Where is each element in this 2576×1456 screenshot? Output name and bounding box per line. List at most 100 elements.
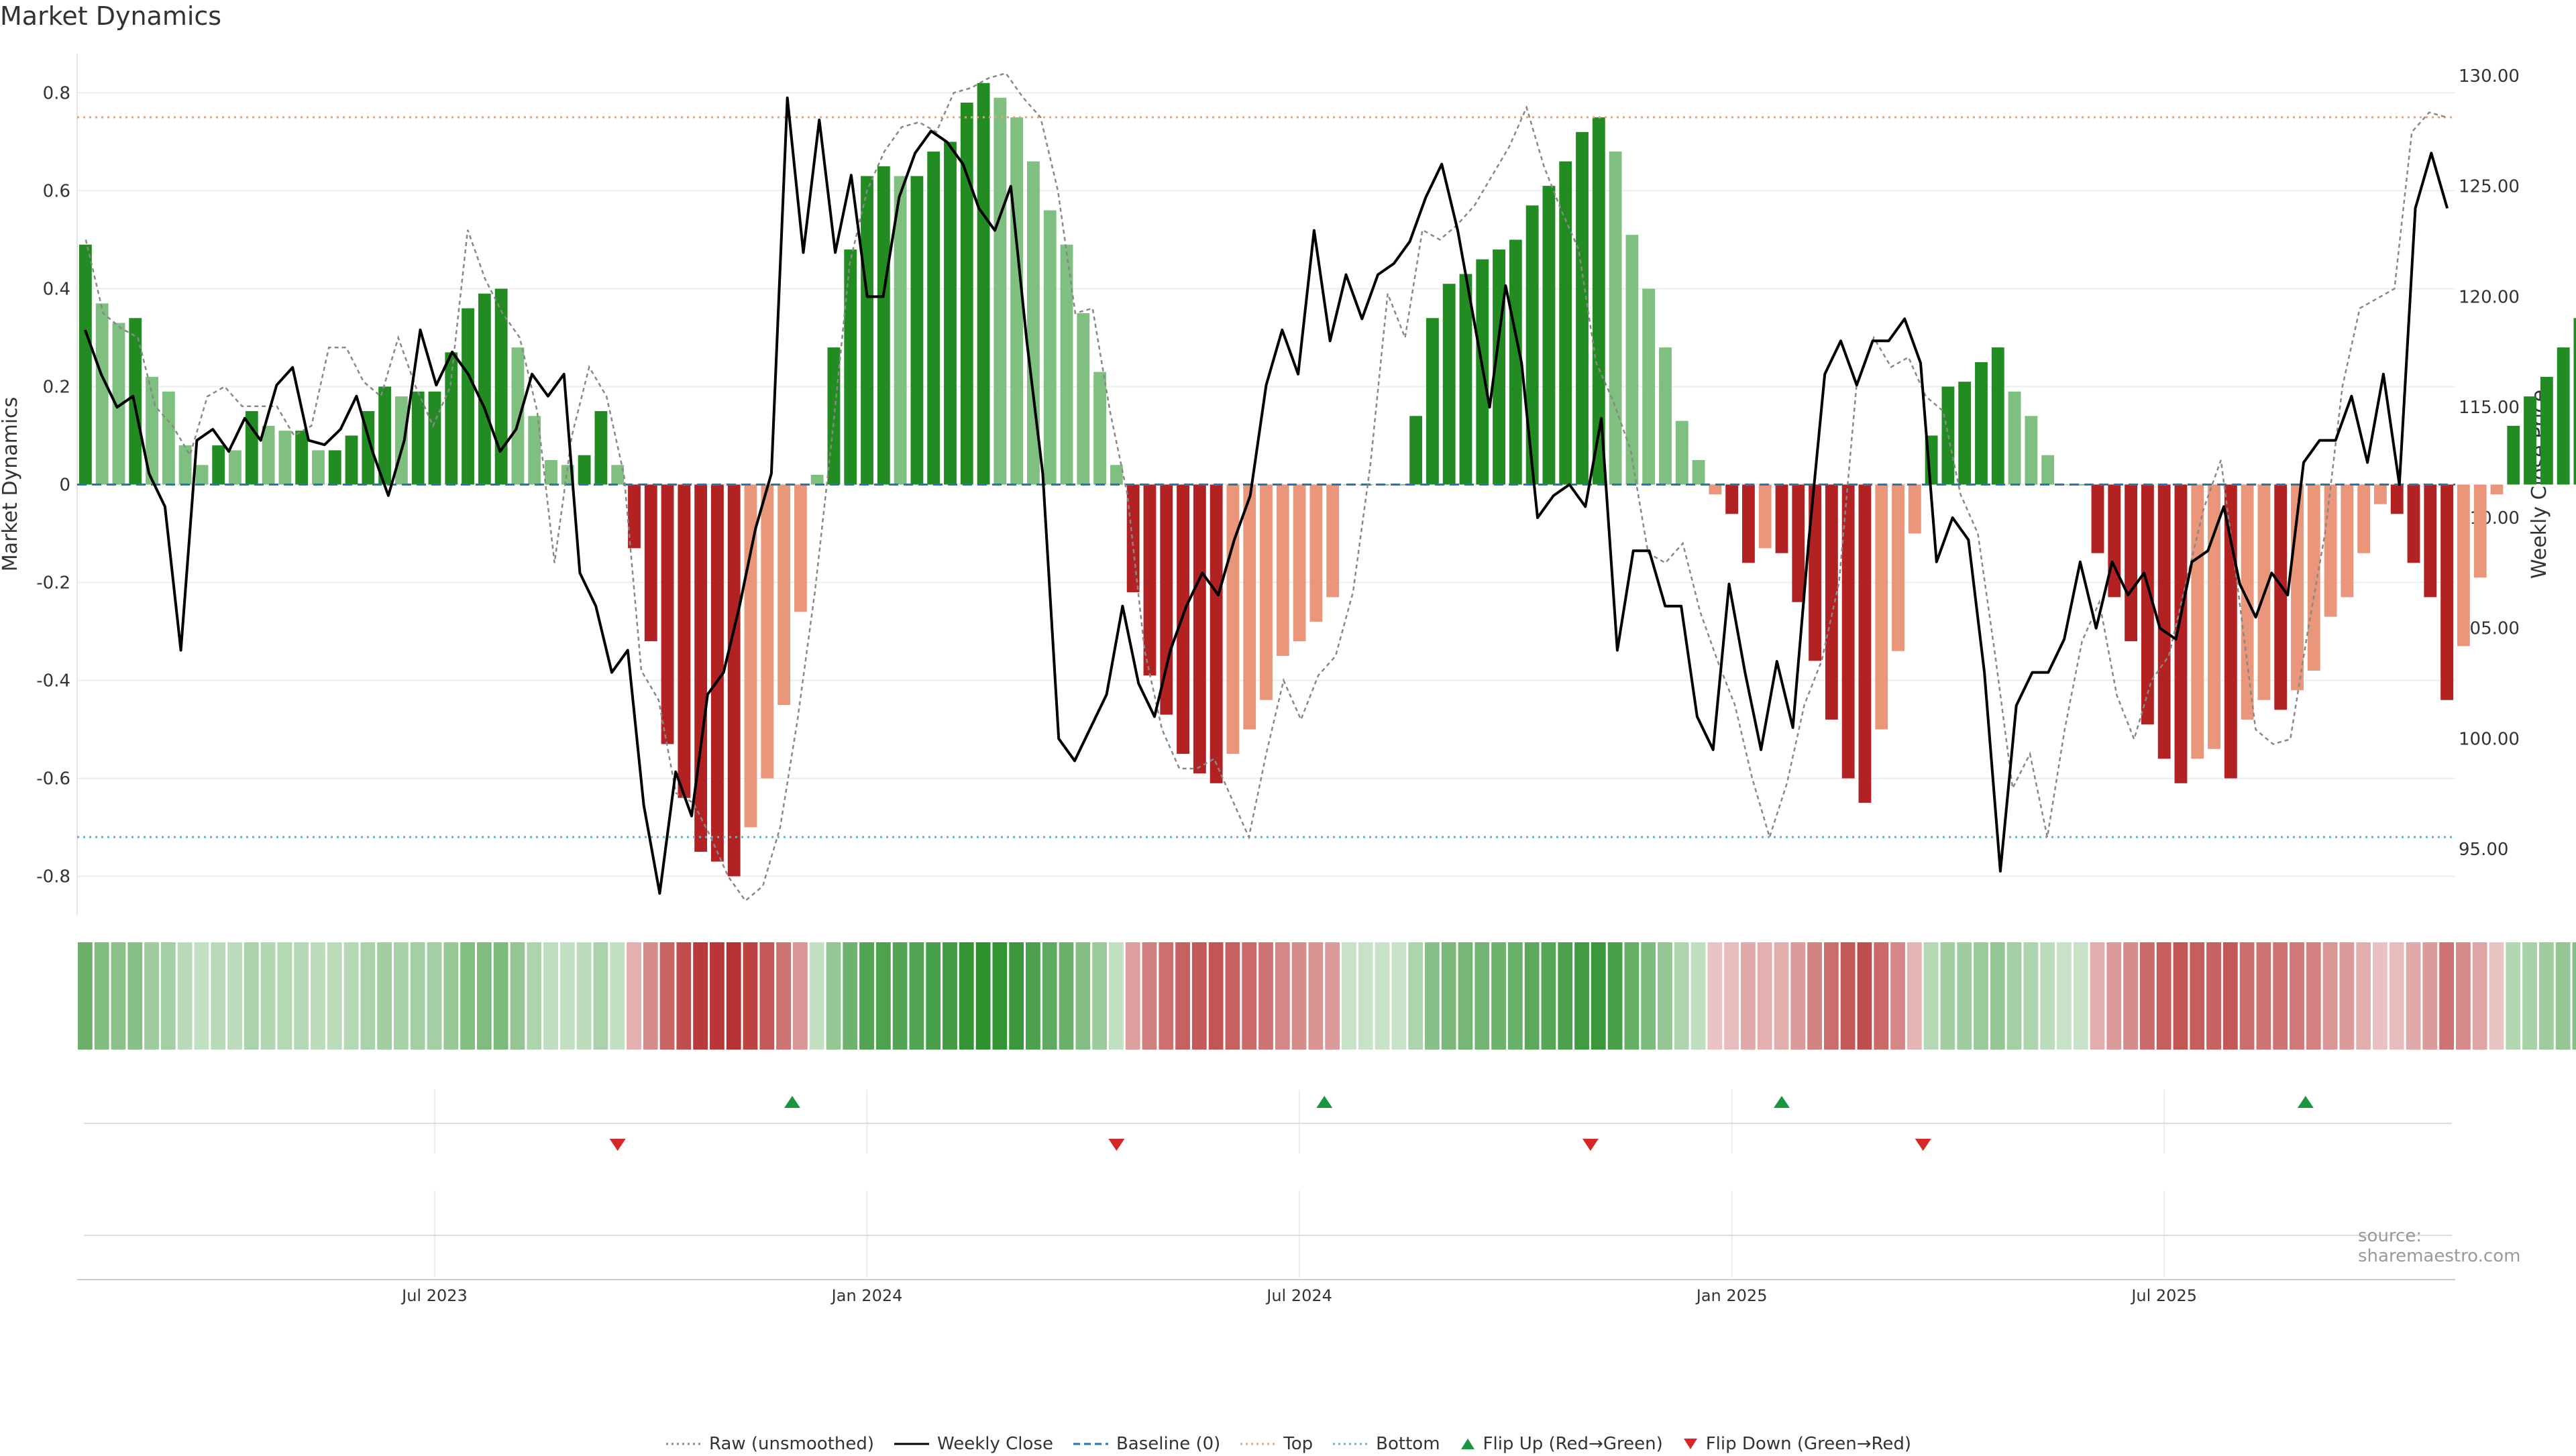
heat-cell — [1474, 942, 1490, 1050]
momentum-bar — [1642, 288, 1656, 485]
legend-label: Raw (unsmoothed) — [708, 1434, 875, 1454]
heat-cell — [543, 942, 558, 1050]
momentum-bar — [1226, 484, 1240, 754]
heat-cell — [2406, 942, 2421, 1050]
heat-cell — [1774, 942, 1789, 1050]
heat-cell — [1807, 942, 1822, 1050]
heat-cell — [859, 942, 874, 1050]
y-axis-title: Market Dynamics — [0, 397, 22, 572]
heat-cell — [1175, 942, 1190, 1050]
momentum-bar — [2490, 484, 2504, 495]
y-tick-label: 0.4 — [43, 279, 70, 299]
momentum-bar — [1243, 484, 1256, 730]
legend-item-top: Top — [1239, 1434, 1313, 1454]
heat-cell — [343, 942, 359, 1050]
momentum-bar — [1326, 484, 1340, 598]
momentum-bar — [378, 386, 392, 485]
heat-cell — [2156, 942, 2171, 1050]
momentum-bar — [411, 391, 425, 485]
flip-down-marker — [1108, 1139, 1125, 1151]
momentum-bar — [2507, 425, 2520, 485]
momentum-bar — [910, 176, 924, 485]
heat-cell — [2290, 942, 2304, 1050]
momentum-bar — [1525, 205, 1539, 485]
heat-cell — [2322, 942, 2338, 1050]
heat-cell — [1990, 942, 2005, 1050]
heat-cell — [1940, 942, 1955, 1050]
heat-cell — [792, 942, 808, 1050]
heat-cell — [194, 942, 209, 1050]
heat-cell — [809, 942, 824, 1050]
momentum-bar — [478, 293, 491, 485]
heat-cell — [1607, 942, 1623, 1050]
dashed-line-icon — [1073, 1443, 1108, 1445]
momentum-bar — [594, 410, 608, 485]
momentum-bar — [2191, 484, 2204, 759]
momentum-bar — [1010, 117, 1024, 485]
momentum-bar — [445, 352, 458, 485]
heat-cell — [1658, 942, 1672, 1050]
heat-cell — [1342, 942, 1356, 1050]
momentum-bar — [528, 416, 541, 485]
heat-cell — [1790, 942, 1806, 1050]
heat-cell — [1191, 942, 1207, 1050]
momentum-bar — [2341, 484, 2354, 598]
momentum-bar — [1276, 484, 1289, 657]
momentum-bar — [2557, 347, 2570, 485]
heat-cell — [1874, 942, 1889, 1050]
triangle-down-icon — [1683, 1439, 1697, 1449]
legend-item-flip_down: Flip Down (Green→Red) — [1682, 1434, 1911, 1454]
heat-cell — [1125, 942, 1140, 1050]
source-attribution: source: sharemaestro.com — [2358, 1226, 2521, 1266]
momentum-bar — [511, 347, 525, 485]
legend-item-flip_up: Flip Up (Red→Green) — [1459, 1434, 1663, 1454]
y-tick-label: 0.8 — [43, 83, 70, 103]
momentum-bar — [1659, 347, 1672, 485]
y-tick-label: 0.6 — [43, 181, 70, 201]
heat-cell — [2373, 942, 2387, 1050]
heat-cell — [1391, 942, 1407, 1050]
y2-tick-label: 95.00 — [2459, 840, 2508, 860]
heat-cell — [94, 942, 109, 1050]
momentum-bar — [1675, 421, 1688, 485]
momentum-bar — [112, 323, 125, 485]
momentum-bar — [977, 82, 990, 485]
momentum-bar — [2457, 484, 2470, 647]
momentum-bar — [462, 308, 474, 485]
momentum-bar — [1126, 484, 1140, 593]
momentum-bar — [1975, 361, 1988, 485]
heat-cell — [410, 942, 425, 1050]
heat-cell — [1108, 942, 1124, 1050]
heat-cell — [160, 942, 176, 1050]
heat-cell — [1857, 942, 1872, 1050]
heat-cell — [643, 942, 658, 1050]
momentum-bar — [2091, 484, 2104, 553]
momentum-bar — [644, 484, 657, 642]
momentum-bar — [1775, 484, 1788, 553]
heat-cell — [2422, 942, 2438, 1050]
momentum-bar — [278, 431, 292, 485]
momentum-bar — [678, 484, 691, 798]
momentum-bar — [1559, 161, 1572, 485]
heat-cell — [992, 942, 1008, 1050]
heat-cell — [2239, 942, 2255, 1050]
heat-cell — [1458, 942, 1473, 1050]
momentum-bar — [2440, 484, 2454, 700]
heat-cell — [1159, 942, 1174, 1050]
heat-cell — [2123, 942, 2138, 1050]
heat-cell — [2139, 942, 2155, 1050]
heat-cell — [1507, 942, 1523, 1050]
momentum-bar — [1110, 465, 1123, 485]
heat-cell — [1258, 942, 1273, 1050]
heat-cell — [627, 942, 641, 1050]
heat-cell — [2273, 942, 2288, 1050]
legend-label: Top — [1283, 1434, 1313, 1454]
momentum-bar — [1692, 459, 1705, 485]
momentum-bar — [328, 450, 341, 485]
legend-label: Flip Up (Red→Green) — [1483, 1434, 1663, 1454]
momentum-bar — [295, 431, 309, 485]
heat-cell — [1974, 942, 1988, 1050]
momentum-bar — [611, 465, 625, 485]
heat-cell — [1009, 942, 1024, 1050]
flip-down-marker — [1582, 1139, 1599, 1151]
